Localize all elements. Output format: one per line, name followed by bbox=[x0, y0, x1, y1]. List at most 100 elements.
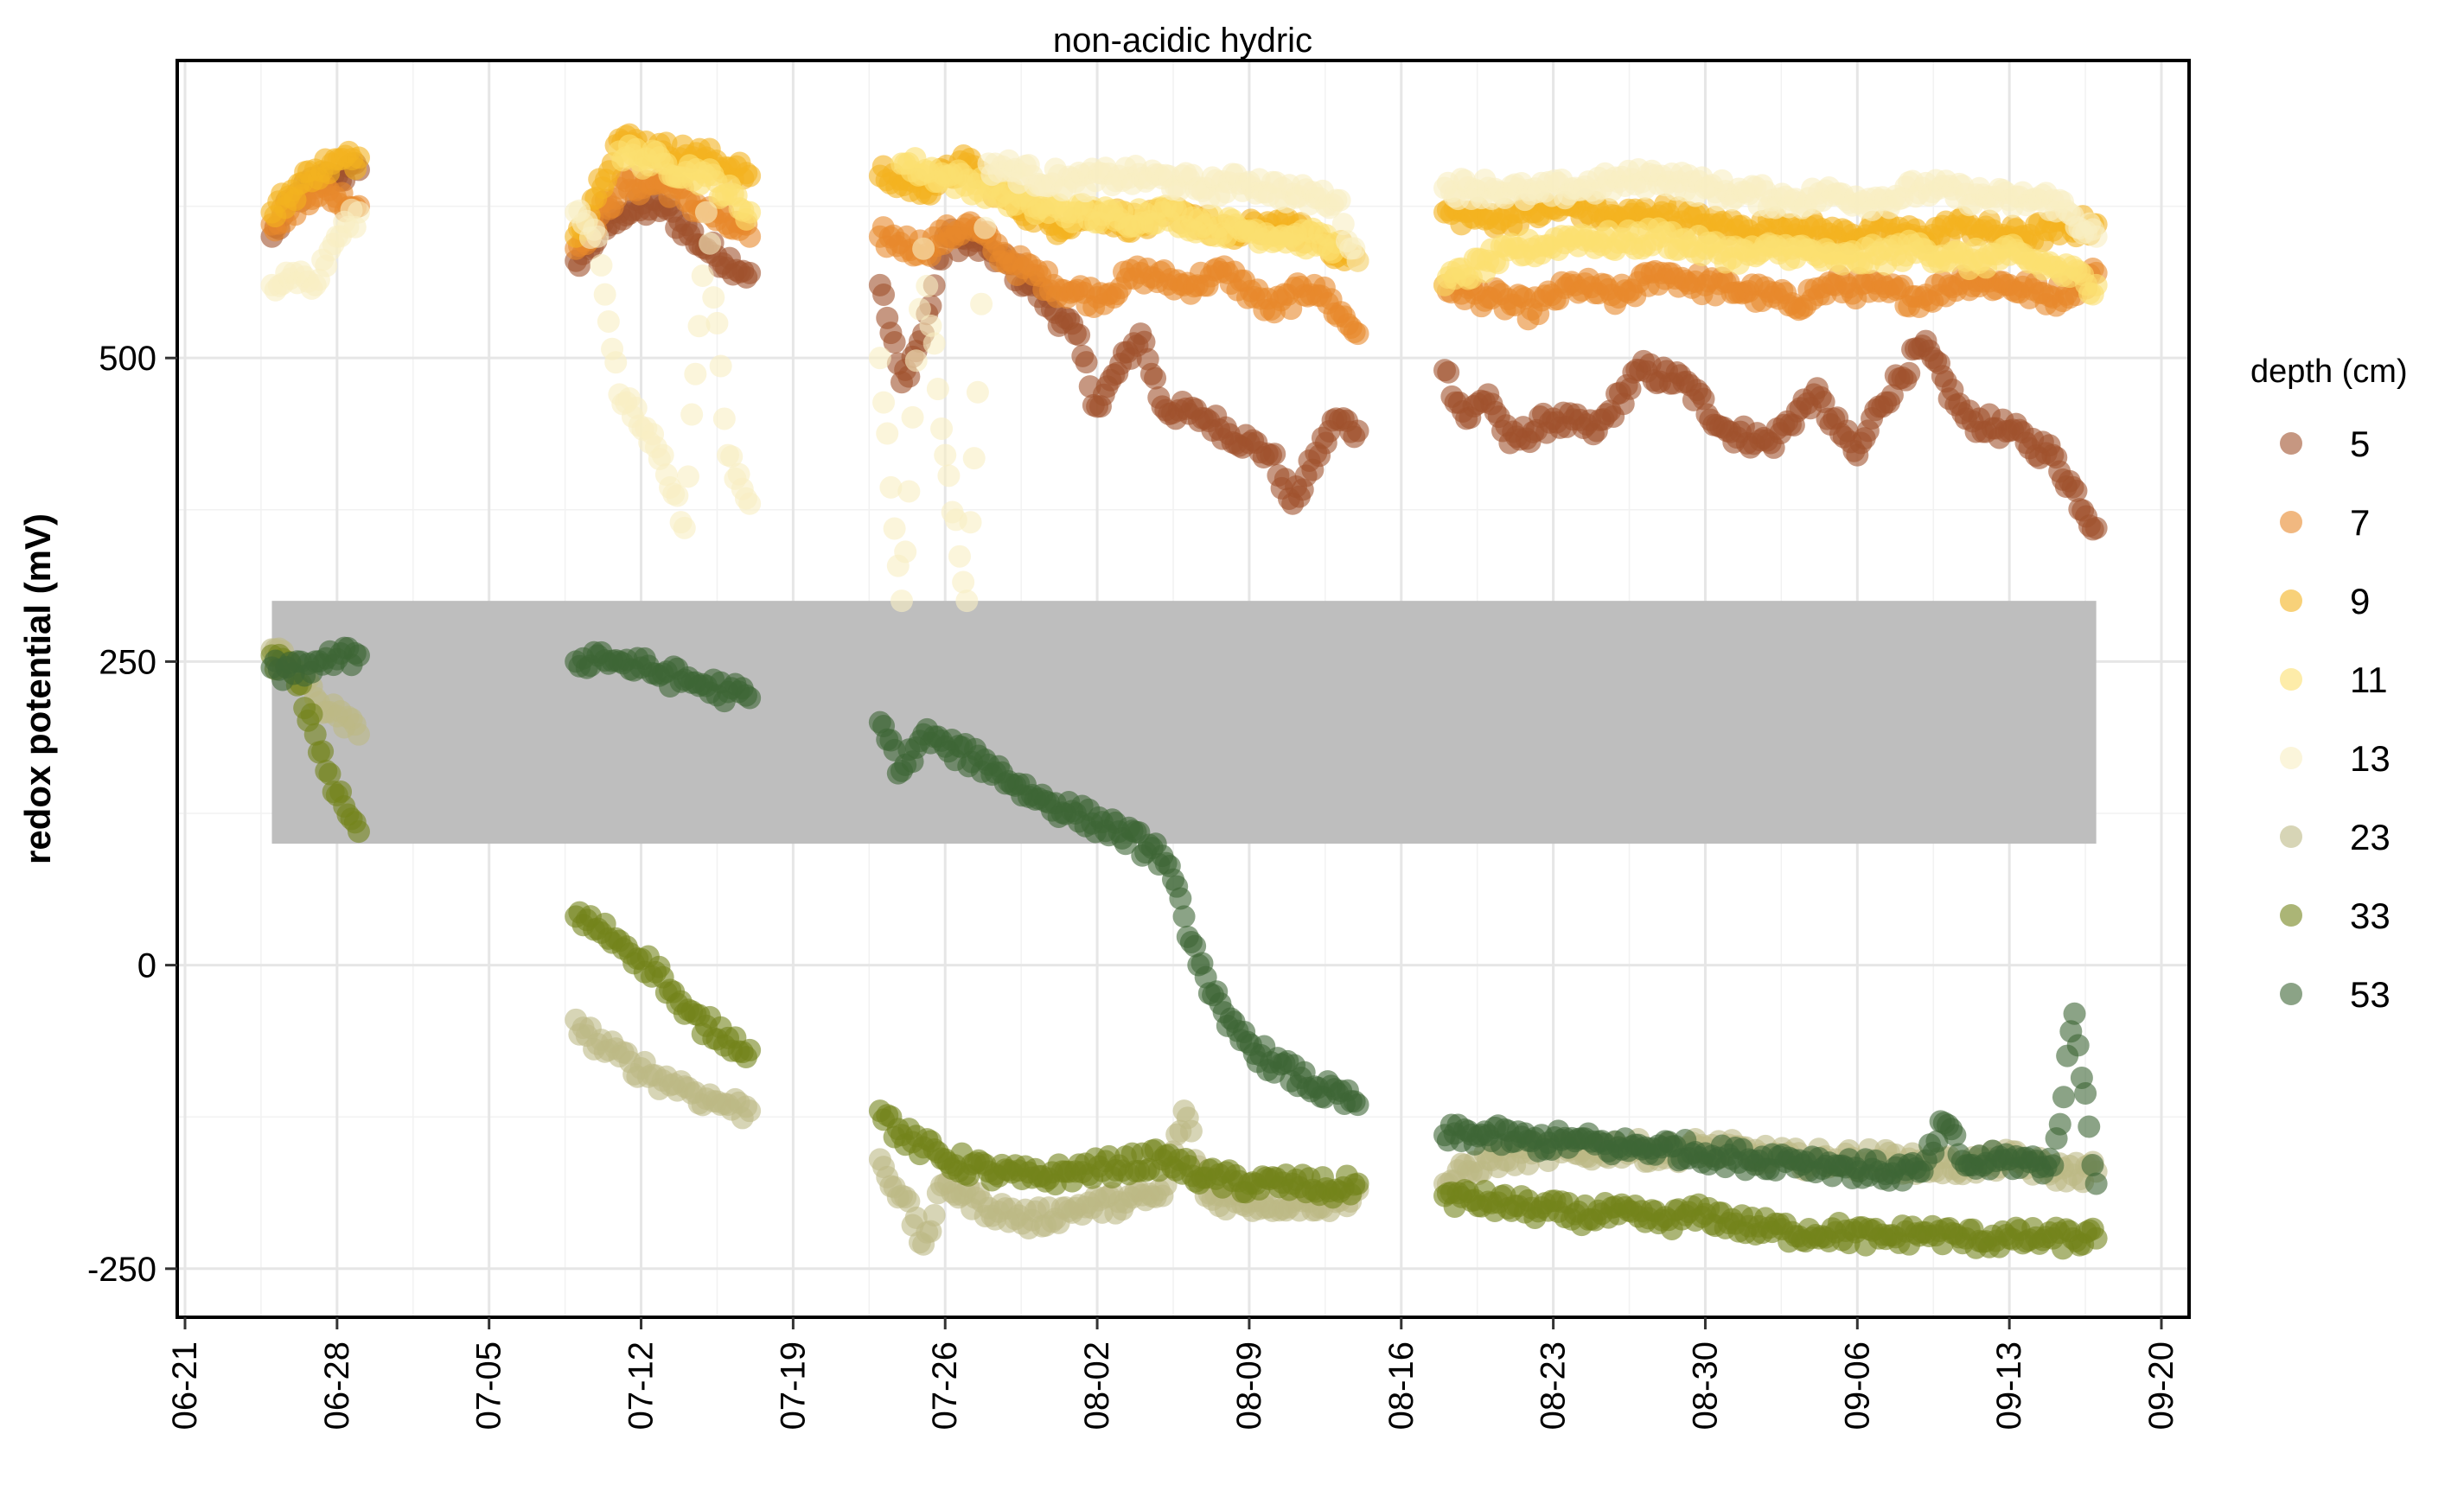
data-point bbox=[738, 201, 762, 224]
data-point bbox=[897, 480, 921, 503]
data-point bbox=[912, 237, 935, 260]
data-point bbox=[311, 740, 335, 763]
data-point bbox=[624, 396, 648, 419]
x-tick-label: 06-21 bbox=[166, 1341, 204, 1430]
data-point bbox=[738, 1099, 762, 1123]
data-point bbox=[590, 253, 613, 277]
data-point bbox=[2074, 1082, 2097, 1106]
data-point bbox=[709, 354, 732, 378]
data-point bbox=[1944, 1124, 1967, 1147]
x-tick-label: 08-16 bbox=[1382, 1341, 1420, 1430]
legend-key-53 bbox=[2280, 983, 2302, 1005]
data-point bbox=[959, 511, 982, 534]
data-point bbox=[1328, 188, 1351, 212]
x-tick-label: 09-20 bbox=[2142, 1341, 2180, 1430]
data-point bbox=[687, 315, 711, 338]
data-point bbox=[904, 349, 928, 373]
data-point bbox=[705, 311, 729, 335]
data-point bbox=[962, 447, 986, 470]
data-point bbox=[738, 686, 762, 710]
data-point bbox=[738, 225, 762, 248]
data-point bbox=[1169, 887, 1192, 910]
data-point bbox=[2065, 479, 2088, 502]
x-tick-label: 08-23 bbox=[1535, 1341, 1573, 1430]
legend-label-11: 11 bbox=[2350, 659, 2388, 700]
data-point bbox=[2041, 1154, 2065, 1177]
legend-label-13: 13 bbox=[2350, 738, 2391, 779]
data-point bbox=[2081, 1154, 2104, 1177]
data-point bbox=[676, 465, 699, 488]
data-point bbox=[1075, 351, 1098, 374]
data-point bbox=[2052, 1086, 2075, 1109]
data-point bbox=[347, 146, 370, 169]
data-point bbox=[702, 286, 725, 309]
data-point bbox=[919, 314, 942, 337]
data-point bbox=[673, 516, 696, 539]
y-tick-label: 250 bbox=[99, 643, 156, 681]
data-point bbox=[922, 332, 946, 355]
series-53 bbox=[260, 636, 2108, 1195]
data-point bbox=[2084, 225, 2108, 248]
y-tick-label: 0 bbox=[137, 947, 156, 985]
data-point bbox=[347, 820, 370, 844]
x-tick-label: 07-26 bbox=[926, 1341, 964, 1430]
legend-label-9: 9 bbox=[2350, 581, 2370, 621]
data-point bbox=[883, 331, 906, 354]
x-tick-label: 08-30 bbox=[1686, 1341, 1724, 1430]
data-point bbox=[1068, 323, 1091, 347]
data-point bbox=[738, 492, 762, 515]
chart-title: non-acidic hydric bbox=[1053, 22, 1312, 60]
data-point bbox=[1184, 934, 1207, 958]
legend-label-53: 53 bbox=[2350, 974, 2391, 1015]
data-point bbox=[872, 283, 896, 306]
data-point bbox=[666, 484, 689, 507]
data-point bbox=[1346, 322, 1369, 346]
legend: depth (cm) 5 7 9 11 13 23 33 53 bbox=[2250, 354, 2408, 1015]
x-tick-label: 09-13 bbox=[1990, 1341, 2028, 1430]
data-point bbox=[712, 407, 736, 430]
data-point bbox=[955, 589, 979, 613]
shaded-band bbox=[271, 601, 2097, 844]
data-point bbox=[720, 445, 744, 468]
legend-items: 5 7 9 11 13 23 33 53 bbox=[2280, 424, 2391, 1015]
data-point bbox=[593, 283, 616, 306]
legend-key-5 bbox=[2280, 432, 2302, 455]
y-axis: -250 0 250 500 bbox=[87, 340, 177, 1289]
data-point bbox=[738, 1038, 762, 1061]
x-tick-label: 08-09 bbox=[1230, 1341, 1268, 1430]
data-point bbox=[680, 403, 704, 426]
shaded-band-layer bbox=[271, 601, 2097, 844]
data-point bbox=[883, 517, 906, 540]
data-point bbox=[1898, 361, 1921, 385]
data-point bbox=[1346, 1093, 1369, 1117]
series-7 bbox=[260, 164, 2108, 346]
data-point bbox=[699, 232, 722, 255]
legend-key-23 bbox=[2280, 825, 2302, 848]
x-axis: 06-21 06-28 07-05 07-12 07-19 07-26 08-02 08-09… bbox=[166, 1317, 2180, 1430]
data-point bbox=[2084, 1172, 2108, 1195]
data-point bbox=[1133, 330, 1156, 354]
data-point bbox=[908, 297, 931, 321]
data-point bbox=[1331, 213, 1355, 236]
data-point bbox=[347, 723, 370, 746]
data-point bbox=[970, 292, 993, 315]
plot-frame bbox=[176, 59, 2191, 1319]
data-point bbox=[948, 545, 971, 568]
data-point bbox=[691, 264, 714, 288]
y-tick-label: 500 bbox=[99, 340, 156, 378]
legend-key-33 bbox=[2280, 904, 2302, 927]
legend-label-5: 5 bbox=[2350, 424, 2370, 464]
data-point bbox=[738, 261, 762, 284]
series-13 bbox=[260, 149, 2108, 613]
data-point bbox=[1179, 1119, 1203, 1143]
data-point bbox=[347, 644, 370, 667]
data-point bbox=[930, 417, 954, 440]
x-tick-label: 07-05 bbox=[470, 1341, 508, 1430]
data-point bbox=[937, 464, 961, 487]
data-point bbox=[2084, 273, 2108, 296]
data-point bbox=[876, 422, 899, 445]
legend-label-23: 23 bbox=[2350, 817, 2391, 857]
data-point bbox=[890, 589, 913, 613]
data-point bbox=[934, 443, 957, 467]
